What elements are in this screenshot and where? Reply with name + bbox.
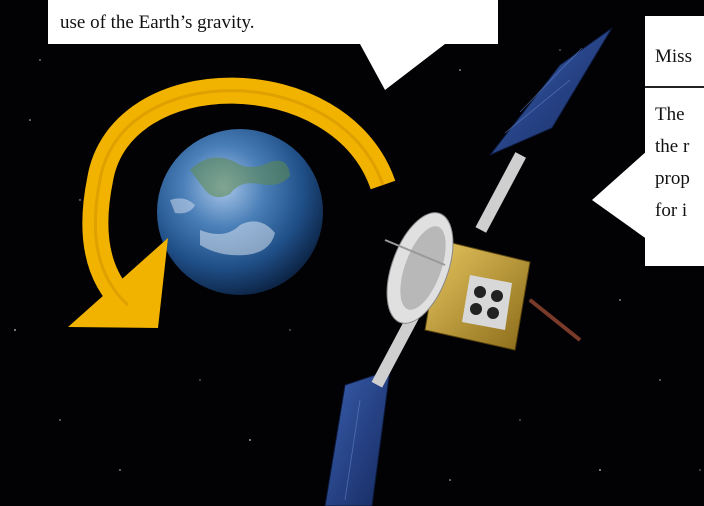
callout-mission: Miss The the r prop for i xyxy=(645,16,704,266)
callout-pointer-right xyxy=(592,150,648,240)
callout-gravity-text: use of the Earth’s gravity. xyxy=(60,12,255,33)
callout-gravity: use of the Earth’s gravity. xyxy=(48,0,498,44)
solar-panel-upper xyxy=(475,27,613,233)
solar-panel-lower xyxy=(324,302,425,506)
antenna-dish xyxy=(384,212,454,324)
earth xyxy=(157,129,323,295)
callout-mission-line: prop xyxy=(655,168,690,189)
spacecraft-body xyxy=(424,239,582,351)
callout-mission-heading: Miss xyxy=(655,46,692,67)
callout-mission-line: the r xyxy=(655,136,690,157)
callout-mission-line: The xyxy=(655,104,685,125)
callout-divider xyxy=(645,86,704,88)
callout-mission-line: for i xyxy=(655,200,688,221)
curved-arrow-icon xyxy=(68,77,396,328)
callout-pointer-top xyxy=(360,44,445,90)
